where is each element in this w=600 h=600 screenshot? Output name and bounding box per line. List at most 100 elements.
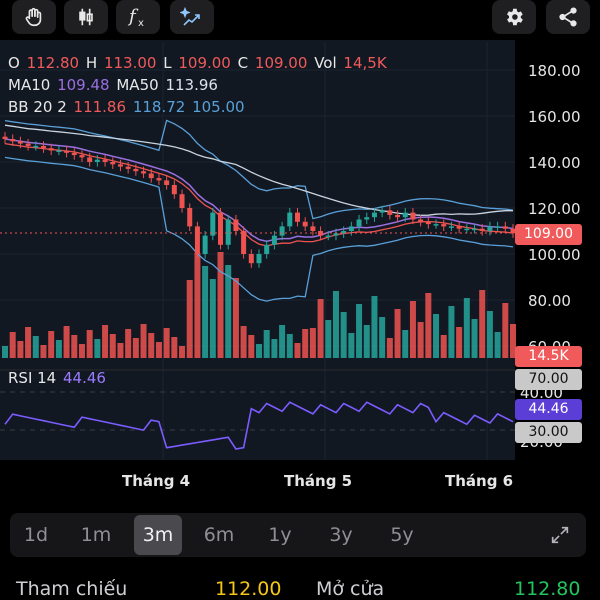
volume-bar [9, 332, 16, 358]
candle-body [87, 157, 93, 162]
volume-bar [471, 319, 478, 358]
volume-bar [55, 340, 62, 358]
volume-bar [140, 324, 147, 358]
candle-body [341, 231, 347, 234]
candle-body [56, 150, 62, 152]
ma50-label: MA50 [116, 76, 159, 94]
candle-body [141, 171, 147, 174]
candle-body [325, 235, 331, 238]
candle-body [179, 194, 185, 208]
ohlc-legend: O 112.80 H 113.00 L 109.00 C 109.00 Vol … [8, 54, 389, 72]
candle-body [17, 141, 23, 144]
reference-label: Tham chiếu [16, 578, 128, 600]
volume-bar [409, 301, 416, 358]
volume-bar [32, 336, 39, 358]
volume-bar [317, 299, 324, 358]
price-chart[interactable]: 180.00160.00140.00120.00100.0080.0060.00… [0, 40, 600, 465]
bb-upper-line [4, 119, 514, 220]
candle-body [218, 212, 224, 245]
volume-bar [340, 312, 347, 358]
open-price-value: 112.80 [514, 578, 581, 600]
candle-body [425, 221, 431, 225]
volume-bar [117, 343, 124, 358]
chart-type-button[interactable] [64, 0, 108, 34]
period-6m[interactable]: 6m [203, 524, 235, 546]
candle-body [379, 210, 385, 213]
ma50-line [4, 124, 513, 216]
candle-body [402, 212, 408, 218]
volume-bar [479, 290, 486, 358]
price-axis-label: 140.00 [528, 154, 581, 172]
candle-body [79, 155, 85, 158]
candle-body [25, 143, 31, 146]
rsi-value-tag: 44.46 [515, 399, 582, 420]
candle-body [410, 212, 416, 220]
candle-body [210, 212, 216, 236]
period-3y[interactable]: 3y [329, 524, 353, 546]
candle-body [441, 224, 447, 227]
rsi-line [4, 401, 514, 450]
candle-body [294, 212, 300, 222]
candle-body [133, 168, 139, 172]
close-value: 109.00 [254, 54, 308, 72]
period-1m[interactable]: 1m [80, 524, 112, 546]
volume-bar [286, 334, 293, 358]
candle-body [418, 219, 424, 222]
ai-drawing-button[interactable] [170, 0, 214, 34]
hand-tool-button[interactable] [12, 0, 56, 34]
candle-body [10, 139, 16, 142]
bb-legend: BB 20 2 111.86 118.72 105.00 [8, 98, 247, 116]
candle-body [364, 217, 370, 220]
volume-bar [386, 338, 393, 358]
volume-bar [148, 333, 155, 358]
candle-body [48, 148, 54, 151]
period-5y[interactable]: 5y [390, 524, 414, 546]
period-1y[interactable]: 1y [268, 524, 292, 546]
candle-body [164, 180, 170, 185]
candle-body [479, 228, 485, 231]
volume-bar [371, 296, 378, 358]
candle-body [472, 228, 478, 231]
volume-bar [25, 327, 32, 358]
candle-body [348, 226, 354, 231]
ma10-label: MA10 [8, 76, 51, 94]
open-price-label: Mở cửa [316, 578, 385, 600]
ma50-value: 113.96 [165, 76, 218, 94]
candle-body [33, 145, 39, 148]
open-label: O [8, 54, 20, 72]
high-value: 113.00 [103, 54, 157, 72]
expand-chart-button[interactable] [538, 515, 582, 555]
candle-body [102, 159, 108, 162]
low-label: L [163, 54, 172, 72]
volume-bar [402, 330, 409, 358]
candle-body [302, 221, 308, 227]
rsi-label: RSI 14 [8, 369, 57, 387]
candle-body [256, 254, 262, 264]
candle-body [456, 226, 462, 229]
candle-body [448, 226, 454, 228]
volume-bar [294, 343, 301, 358]
candle-body [464, 228, 470, 231]
rsi-legend: RSI 14 44.46 [8, 369, 108, 387]
volume-bars [2, 252, 516, 358]
share-button[interactable] [546, 0, 590, 34]
candle-body [225, 219, 231, 245]
period-1d[interactable]: 1d [23, 524, 49, 546]
open-value: 112.80 [26, 54, 80, 72]
candle-body [233, 219, 239, 231]
candle-body [125, 166, 131, 169]
bollinger-bands [4, 119, 514, 302]
candle-body [333, 233, 339, 236]
volume-bar [348, 333, 355, 358]
volume-bar [486, 311, 493, 358]
ma10-value: 109.48 [57, 76, 110, 94]
volume-bar [379, 317, 386, 358]
candle-body [433, 224, 439, 226]
settings-button[interactable] [492, 0, 536, 34]
period-3m[interactable]: 3m [134, 515, 182, 555]
price-axis-label: 180.00 [528, 62, 581, 80]
volume-bar [171, 337, 178, 358]
